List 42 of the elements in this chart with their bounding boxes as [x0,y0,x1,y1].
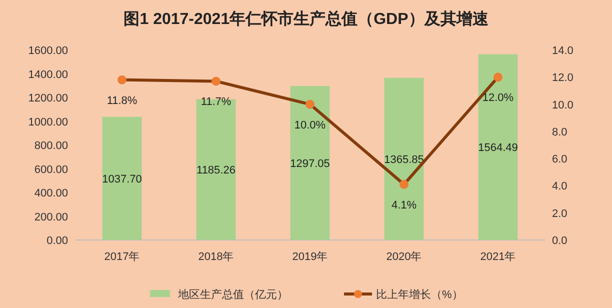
x-tick-label: 2021年 [480,251,516,263]
data-label: 1185.26 [196,164,236,177]
legend-比上年增长（%）: 比上年增长（%） [344,289,463,301]
data-label: 1297.05 [290,158,330,170]
y2-tick-label: 6.0 [552,154,568,166]
y-tick-label: 1400.00 [28,68,68,81]
y-tick-label: 0.00 [46,235,68,247]
data-label: 1365.85 [384,154,424,166]
legend-label: 地区生产总值（亿元） [177,288,288,301]
data-label: 1564.49 [478,142,518,154]
y2-tick-label: 4.0 [552,180,568,193]
x-tick-label: 2020年 [386,251,422,263]
data-label: 1037.70 [102,173,142,186]
data-label: 12.0% [482,92,514,104]
y2-tick-label: 8.0 [552,126,568,138]
y2-tick-label: 10.0 [552,99,574,112]
y-tick-label: 800.00 [34,140,68,152]
bar [290,86,330,240]
bar [196,99,236,240]
y-tick-label: 1600.00 [28,45,68,57]
data-label: 4.1% [391,199,417,212]
x-tick-label: 2018年 [198,251,234,263]
bar [102,116,142,240]
legend-label: 比上年增长（%） [376,288,463,301]
bar [478,54,518,240]
x-tick-label: 2019年 [292,251,328,263]
y2-tick-label: 2.0 [552,208,568,220]
legend-地区生产总值（亿元）: 地区生产总值（亿元） [150,289,288,301]
x-tick-label: 2017年 [104,251,140,263]
y-tick-label: 600.00 [34,164,68,176]
chart-title: 图1 2017-2021年仁怀市生产总值（GDP）及其增速 [124,10,490,28]
data-label: 10.0% [294,119,326,132]
data-label: 11.8% [106,94,138,107]
bar [384,78,424,240]
y-tick-label: 400.00 [34,188,68,200]
data-label: 11.7% [200,96,232,108]
y2-tick-label: 14.0 [552,45,574,57]
y-tick-label: 1200.00 [28,92,68,104]
y-tick-label: 200.00 [34,211,68,224]
y2-tick-label: 12.0 [552,72,574,84]
y2-tick-label: 0.0 [552,235,568,247]
y-tick-label: 1000.00 [28,116,68,128]
